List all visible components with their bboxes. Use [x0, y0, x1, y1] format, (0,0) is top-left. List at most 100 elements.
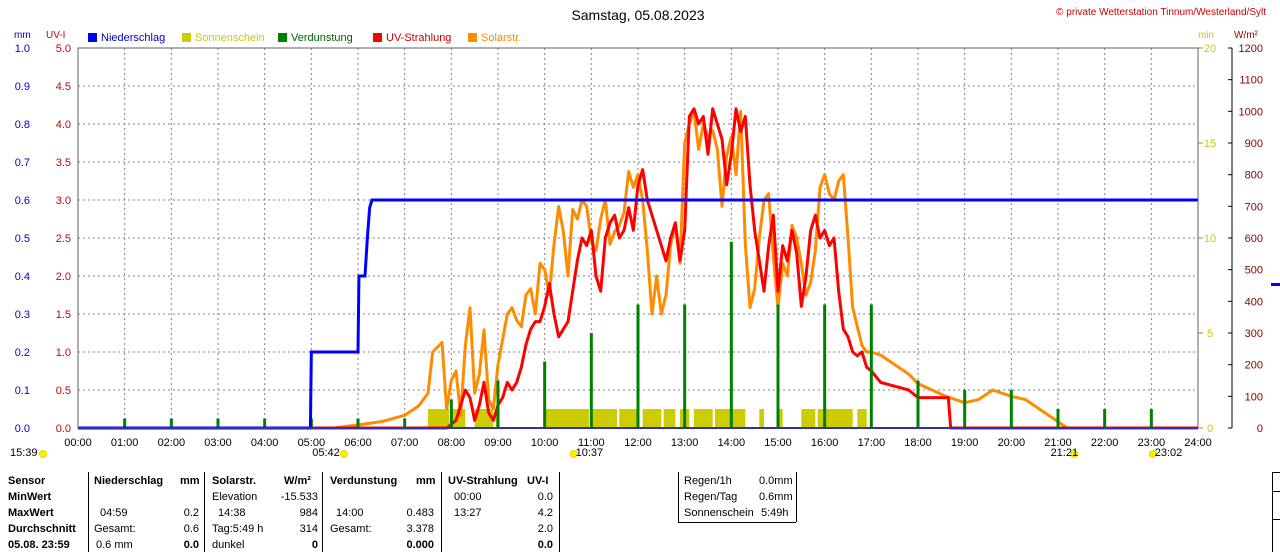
x-tick-label: 19:00 [951, 437, 979, 449]
divider [678, 472, 679, 522]
stats-header-evap: Verdunstung [330, 475, 398, 487]
y-tick-label-wm2: 800 [1245, 170, 1263, 182]
stats-table: Sensor Niederschlag mm Solarstr. W/m² Ve… [0, 472, 1280, 552]
sun-icon [1070, 450, 1079, 458]
y-tick-label-uv: 5.0 [56, 43, 71, 55]
avg-evap-val: 3.378 [406, 523, 434, 535]
axis-unit-mm: mm [14, 30, 31, 41]
divider [441, 472, 442, 552]
sunshine-block [663, 409, 676, 428]
sun-marker-label: 05:42 [312, 447, 340, 459]
min-uv-val: 0.0 [537, 491, 553, 503]
x-tick-label: 08:00 [438, 437, 466, 449]
y-tick-label-uv: 2.0 [56, 271, 71, 283]
avg-precip-val: 0.6 [183, 523, 199, 535]
stats-header-uv-unit: UV-I [527, 475, 549, 487]
x-tick-label: 02:00 [158, 437, 186, 449]
x-ticks: 00:00 01:00 02:00 03:00 04:00 05:00 06:00 07:00… [64, 437, 1212, 449]
stats-header-solar: Solarstr. [212, 475, 257, 487]
sunshine-block [778, 409, 783, 428]
y-tick-label-mm: 0.8 [15, 119, 30, 131]
legend-precip: Niederschlag [101, 32, 165, 44]
sun-icon [340, 450, 348, 458]
summary-label-rain-day: Regen/Tag [684, 491, 738, 503]
y-tick-label-mm: 0.2 [15, 347, 30, 359]
max-solar-val: 984 [299, 507, 318, 519]
axis-unit-uv: UV-I [46, 30, 65, 41]
x-tick-label: 13:00 [671, 437, 699, 449]
y-tick-label-mm: 0.1 [15, 385, 30, 397]
avg-precip-time: Gesamt: [94, 523, 136, 535]
x-tick-label: 14:00 [718, 437, 746, 449]
cur-evap-val: 0.000 [406, 539, 434, 551]
min-uv-time: 00:00 [454, 491, 482, 503]
divider [204, 472, 205, 552]
y-tick-label-wm2: 0 [1257, 423, 1263, 435]
summary-value-rain-1h: 0.0mm [759, 475, 793, 487]
stats-header-precip: Niederschlag [94, 475, 164, 487]
y-tick-label-wm2: 900 [1245, 138, 1263, 150]
sunshine-block [544, 409, 589, 428]
sunshine-block [857, 409, 867, 428]
max-solar-time: 14:38 [218, 507, 246, 519]
legend-swatch-precip [88, 33, 97, 42]
right-edge-marker [1271, 283, 1280, 286]
y-tick-label-mm: 1.0 [15, 43, 30, 55]
divider [678, 522, 796, 523]
stats-header-solar-unit: W/m² [284, 475, 311, 487]
axis-unit-min: min [1198, 30, 1214, 41]
summary-value-sunshine: 5:49h [761, 507, 789, 519]
divider [796, 472, 797, 522]
summary-label-rain-1h: Regen/1h [684, 475, 732, 487]
x-tick-label: 16:00 [811, 437, 839, 449]
summary-value-rain-day: 0.6mm [759, 491, 793, 503]
uv-radiation-line [78, 107, 1198, 430]
y-tick-label-wm2: 1100 [1239, 75, 1263, 87]
x-tick-label: 23:00 [1138, 437, 1166, 449]
legend: Niederschlag Sonnenschein Verdunstung UV… [88, 32, 521, 44]
row-label-max: MaxWert [8, 507, 54, 519]
y-tick-label-uv: 4.5 [56, 81, 71, 93]
x-tick-label: 15:00 [764, 437, 792, 449]
y-tick-label-mm: 0.5 [15, 233, 30, 245]
y-tick-label-mm: 0.0 [15, 423, 30, 435]
x-tick-label: 10:00 [531, 437, 559, 449]
max-uv-time: 13:27 [454, 507, 482, 519]
stats-header-sensor: Sensor [8, 475, 46, 487]
stats-header-precip-unit: mm [180, 475, 200, 487]
cur-solar-time: dunkel [212, 539, 245, 551]
sunshine-block [817, 409, 853, 428]
axis-unit-wm2: W/m² [1234, 30, 1259, 41]
stats-header-uv: UV-Strahlung [448, 475, 518, 487]
x-tick-label: 11:00 [578, 437, 605, 449]
max-precip-time: 04:59 [100, 507, 128, 519]
row-label-current: 05.08. 23:59 [8, 539, 70, 551]
x-tick-label: 04:00 [251, 437, 279, 449]
y-tick-label-uv: 1.0 [56, 347, 71, 359]
y-tick-label-wm2: 600 [1245, 233, 1263, 245]
sunshine-block [619, 409, 638, 428]
y-tick-label-uv: 1.5 [56, 309, 71, 321]
x-tick-label: 03:00 [204, 437, 232, 449]
sun-marker-label: 10:37 [576, 447, 604, 459]
divider [1272, 491, 1280, 492]
weather-chart: Samstag, 05.08.2023 © private Wetterstat… [10, 7, 1280, 459]
y-tick-label-mm: 0.4 [15, 271, 30, 283]
max-precip-val: 0.2 [183, 507, 199, 519]
cur-solar-val: 0 [311, 539, 318, 551]
cur-precip-val: 0.0 [183, 539, 199, 551]
sunshine-block [801, 409, 816, 428]
avg-evap-time: Gesamt: [330, 523, 372, 535]
legend-swatch-sun [182, 33, 191, 42]
x-tick-label: 06:00 [344, 437, 372, 449]
sunshine-block [591, 409, 617, 428]
legend-evap: Verdunstung [291, 32, 353, 44]
x-tick-label: 20:00 [998, 437, 1026, 449]
y-tick-label-min: 10 [1204, 233, 1216, 245]
y-tick-label-uv: 4.0 [56, 119, 71, 131]
max-evap-time: 14:00 [336, 507, 364, 519]
legend-solar: Solarstr. [481, 32, 521, 44]
y-tick-label-wm2: 100 [1245, 391, 1263, 403]
y-tick-label-uv: 3.0 [56, 195, 71, 207]
x-tick-label: 21:00 [1044, 437, 1072, 449]
